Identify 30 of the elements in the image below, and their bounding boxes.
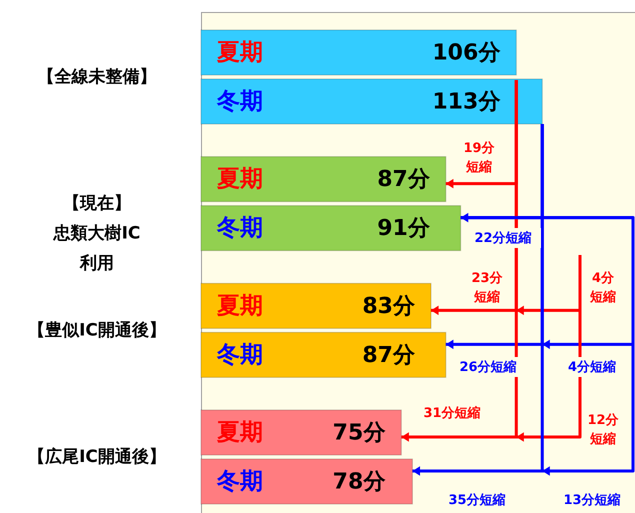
annotation: 31分短縮 — [423, 405, 481, 421]
annotation: 22分短縮 — [474, 230, 532, 246]
annotation: 26分短縮 — [459, 359, 517, 375]
data-label: 106分 — [432, 40, 502, 66]
annotation: 35分短縮 — [448, 492, 506, 508]
text: 冬期 — [217, 215, 263, 242]
annotation: 4分短縮 — [589, 271, 616, 305]
annotation: 12分短縮 — [587, 413, 620, 447]
annotation: 19分短縮 — [463, 141, 496, 175]
data-label: 87分 — [362, 342, 416, 368]
series-label: 夏期 — [216, 40, 263, 66]
text: 夏期 — [217, 420, 263, 446]
y-tick-label: 【現在】忠類大樹IC利用 — [52, 194, 140, 274]
text: 冬期 — [217, 468, 263, 495]
text: 夏期 — [217, 166, 263, 192]
series-label: 冬期 — [216, 88, 263, 114]
y-tick-label: 【広尾IC開通後】 — [28, 447, 166, 468]
data-label: 113分 — [432, 90, 502, 114]
data-label: 87分 — [377, 167, 431, 192]
data-label: 91分 — [377, 216, 431, 242]
y-tick-label: 【豊似IC開通後】 — [28, 320, 166, 340]
annotation: 13分短縮 — [563, 492, 621, 508]
annotation: 23分短縮 — [471, 271, 504, 305]
data-label: 75分 — [332, 420, 386, 446]
y-tick-label: 【全線未整備】 — [38, 67, 156, 87]
text: 冬期 — [217, 342, 263, 368]
text: 夏期 — [217, 292, 263, 319]
data-label: 83分 — [362, 294, 416, 319]
annotation: 4分短縮 — [568, 359, 616, 375]
data-label: 78分 — [332, 470, 386, 495]
